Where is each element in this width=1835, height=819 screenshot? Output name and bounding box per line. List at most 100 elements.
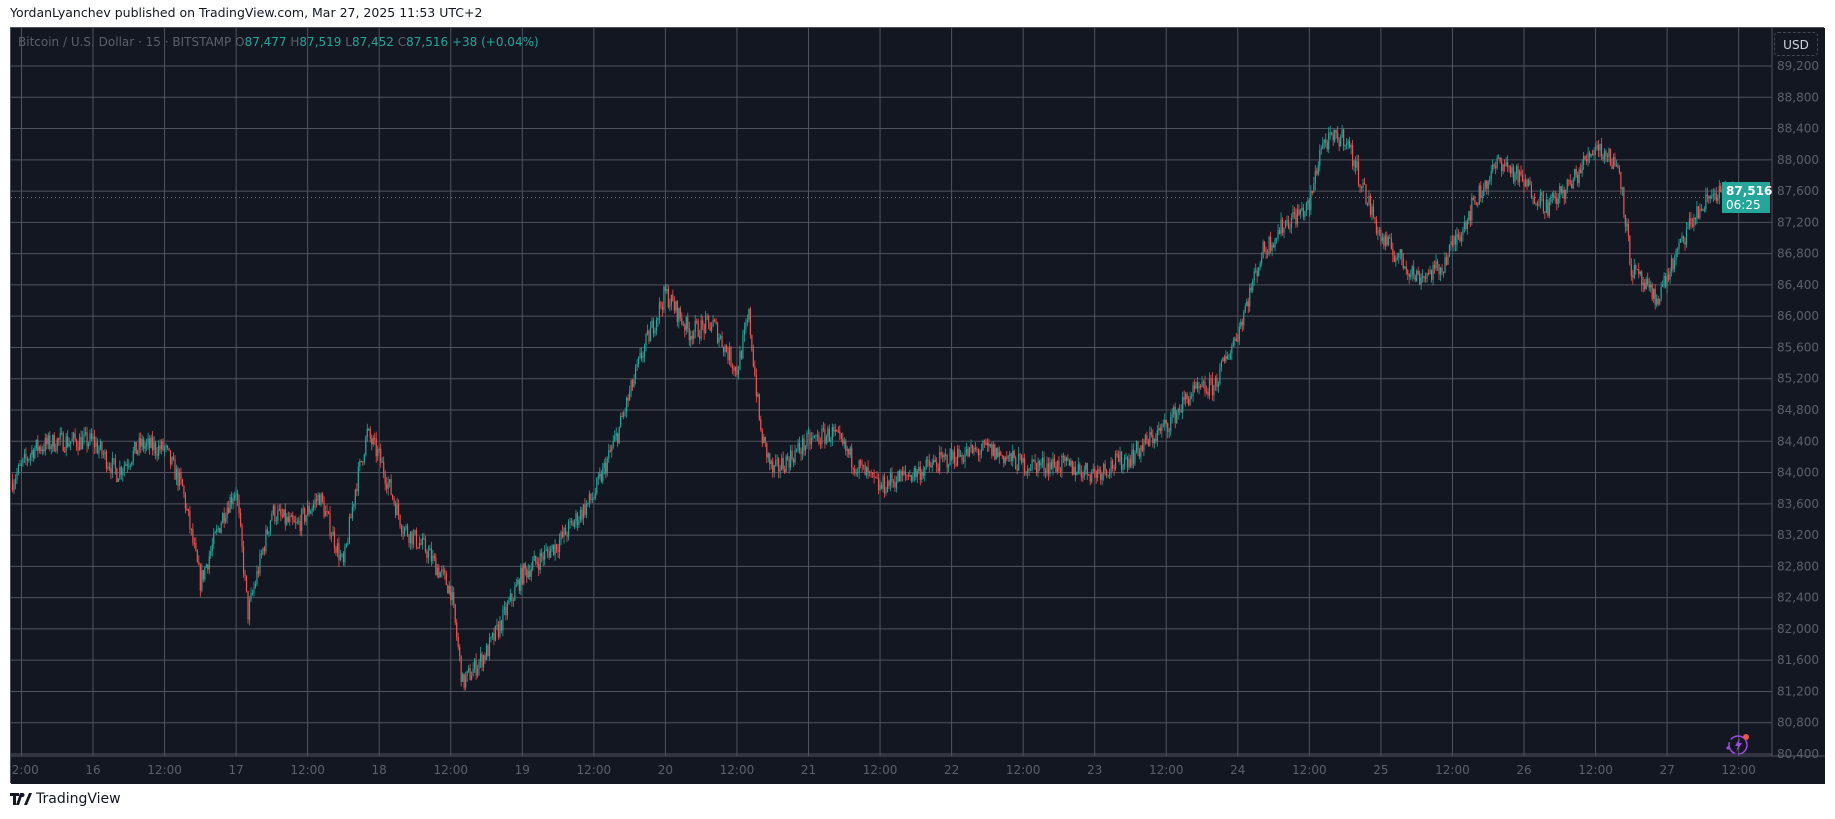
- candle-body: [1496, 157, 1498, 168]
- candle-body: [475, 659, 477, 676]
- candle-body: [1140, 445, 1142, 458]
- candle-body: [1213, 385, 1215, 396]
- candle-body: [740, 351, 743, 359]
- candle-body: [1185, 394, 1187, 400]
- candle-body: [514, 587, 516, 601]
- candle-body: [138, 438, 140, 451]
- candle-body: [1001, 455, 1003, 457]
- candle-body: [1632, 275, 1634, 278]
- candle-body: [633, 378, 635, 387]
- candle-body: [645, 334, 647, 346]
- time-tick-label: 12:00: [433, 763, 468, 777]
- candle-body: [576, 513, 579, 526]
- candle-body: [509, 593, 511, 601]
- candle-body: [193, 542, 195, 544]
- candle-body: [1627, 223, 1629, 236]
- candle-body: [1463, 222, 1465, 230]
- candle-body: [690, 335, 692, 341]
- candle-body: [1557, 198, 1559, 205]
- candle-body: [1565, 189, 1567, 199]
- candle-body: [1381, 237, 1383, 241]
- candle-body: [1386, 235, 1388, 246]
- candle-body: [505, 606, 507, 616]
- candle-body: [903, 471, 905, 475]
- candle-body: [794, 450, 796, 463]
- candle-body: [1275, 237, 1278, 239]
- last-price-value: 87,516: [1726, 183, 1773, 198]
- candle-body: [745, 322, 747, 330]
- candle-body: [1010, 453, 1012, 462]
- price-tick-label: 86,000: [1777, 309, 1819, 323]
- candle-body: [1070, 460, 1072, 466]
- candle-body: [1000, 452, 1002, 456]
- time-axis[interactable]: [11, 756, 1825, 784]
- candle-body: [229, 497, 231, 513]
- candle-body: [1298, 209, 1300, 215]
- candle-body: [435, 557, 437, 576]
- time-tick-label: 12:00: [1435, 763, 1470, 777]
- candle-body: [1021, 454, 1023, 463]
- candle-body: [1597, 144, 1600, 151]
- candle-body: [1146, 435, 1148, 441]
- candle-body: [626, 397, 628, 412]
- candle-body: [1617, 165, 1619, 169]
- candle-body: [1450, 241, 1452, 246]
- candle-body: [787, 456, 789, 460]
- candle-body: [1319, 150, 1321, 166]
- candle-body: [1222, 357, 1224, 362]
- candle-body: [1665, 275, 1667, 287]
- candle-body: [488, 638, 491, 657]
- candle-body: [919, 466, 921, 480]
- candle-body: [450, 585, 452, 600]
- candle-body: [1417, 271, 1419, 274]
- time-tick-label: 12:00: [147, 763, 182, 777]
- candle-body: [1068, 460, 1070, 466]
- candle-body: [110, 468, 112, 474]
- candle-body: [752, 349, 754, 367]
- candle-body: [1188, 399, 1190, 405]
- price-tick-label: 82,800: [1777, 559, 1819, 573]
- candle-body: [369, 429, 371, 439]
- candle-body: [1472, 197, 1474, 200]
- candle-body: [348, 517, 350, 544]
- candlestick-chart[interactable]: 80,400 80,800 81,200 81,600 82,000 82,400 82,8…: [11, 28, 1825, 784]
- candle-body: [806, 432, 808, 447]
- candle-body: [232, 499, 234, 504]
- candle-body: [1581, 164, 1583, 174]
- candle-body: [724, 345, 726, 353]
- candle-body: [1474, 199, 1476, 203]
- candle-body: [1143, 443, 1145, 451]
- candle-body: [1208, 378, 1211, 396]
- price-axis[interactable]: [1772, 28, 1825, 784]
- currency-button[interactable]: USD: [1774, 32, 1818, 56]
- candle-body: [892, 481, 895, 483]
- candle-body: [748, 308, 750, 321]
- candle-body: [718, 338, 720, 343]
- price-tick-label: 88,400: [1777, 122, 1819, 136]
- candle-body: [46, 437, 48, 445]
- candle-body: [86, 432, 88, 447]
- candle-body: [617, 433, 619, 444]
- candle-body: [1603, 150, 1606, 160]
- candle-body: [1599, 144, 1601, 151]
- candle-body: [1287, 220, 1290, 229]
- candle-body: [711, 326, 713, 331]
- candle-body: [1526, 179, 1528, 187]
- candle-body: [332, 531, 334, 536]
- candle-body: [1456, 234, 1458, 245]
- candle-body: [1052, 458, 1054, 469]
- candle-body: [502, 609, 504, 631]
- candle-body: [664, 286, 666, 292]
- candle-body: [532, 560, 534, 569]
- time-tick-label: 12:00: [577, 763, 612, 777]
- candle-body: [788, 459, 790, 468]
- candle-body: [1657, 298, 1659, 305]
- chart-frame[interactable]: 80,400 80,800 81,200 81,600 82,000 82,400 82,8…: [10, 27, 1825, 784]
- candle-body: [962, 461, 965, 463]
- candle-body: [956, 448, 959, 466]
- candle-body: [545, 549, 547, 551]
- candle-body: [149, 438, 151, 448]
- lightning-icon[interactable]: [1722, 732, 1752, 758]
- candle-body: [1520, 171, 1522, 175]
- candle-body: [177, 468, 179, 486]
